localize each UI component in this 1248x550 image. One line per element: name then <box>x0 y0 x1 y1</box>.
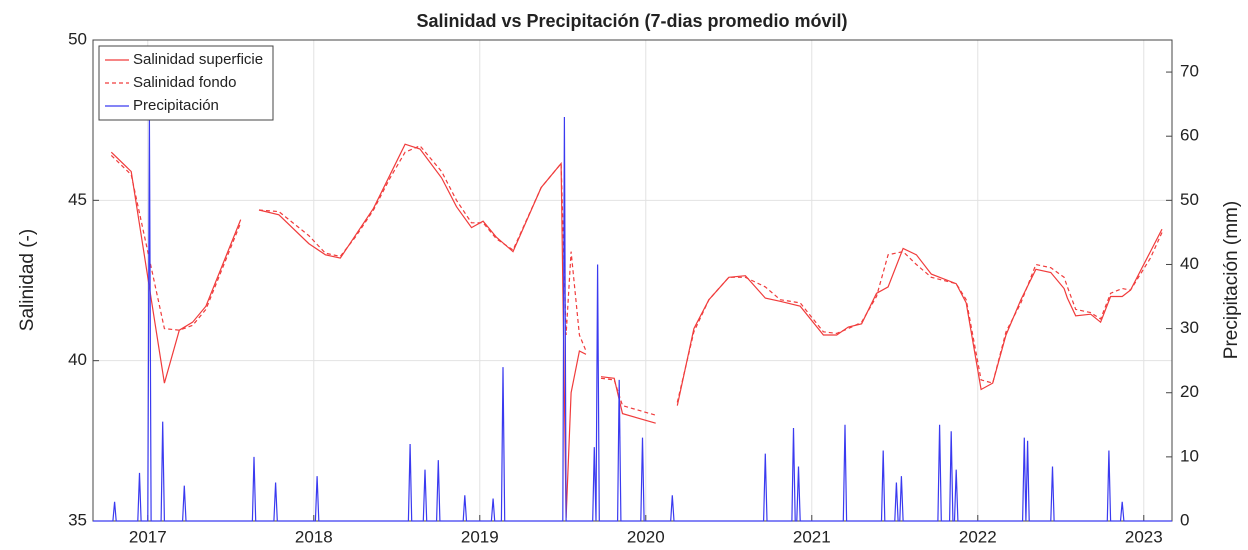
y2-tick-label: 50 <box>1180 190 1199 209</box>
y2-tick-label: 10 <box>1180 446 1199 465</box>
y2-axis-label: Precipitación (mm) <box>1221 201 1242 359</box>
y-tick-label: 50 <box>68 29 87 48</box>
x-tick-label: 2019 <box>461 527 499 546</box>
x-tick-label: 2017 <box>129 527 167 546</box>
chart-title: Salinidad vs Precipitación (7-dias prome… <box>416 11 847 31</box>
y2-tick-label: 70 <box>1180 62 1199 81</box>
y2-tick-label: 40 <box>1180 254 1199 273</box>
y2-tick-label: 60 <box>1180 126 1199 145</box>
series-line <box>93 116 1172 522</box>
y-tick-label: 35 <box>68 510 87 529</box>
legend-label: Precipitación <box>133 97 219 114</box>
y-tick-label: 45 <box>68 190 87 209</box>
x-tick-label: 2020 <box>627 527 665 546</box>
y-axis-label: Salinidad (-) <box>17 229 38 331</box>
y-tick-label: 40 <box>68 350 87 369</box>
x-tick-label: 2021 <box>793 527 831 546</box>
x-tick-label: 2018 <box>295 527 333 546</box>
legend-label: Salinidad superficie <box>133 51 263 68</box>
y2-tick-label: 20 <box>1180 382 1199 401</box>
y2-tick-label: 0 <box>1180 510 1189 529</box>
x-tick-label: 2022 <box>959 527 997 546</box>
series-line <box>110 143 1163 518</box>
x-tick-label: 2023 <box>1125 527 1163 546</box>
y2-tick-label: 30 <box>1180 318 1199 337</box>
legend-label: Salinidad fondo <box>133 74 236 91</box>
series-line <box>110 145 1163 416</box>
